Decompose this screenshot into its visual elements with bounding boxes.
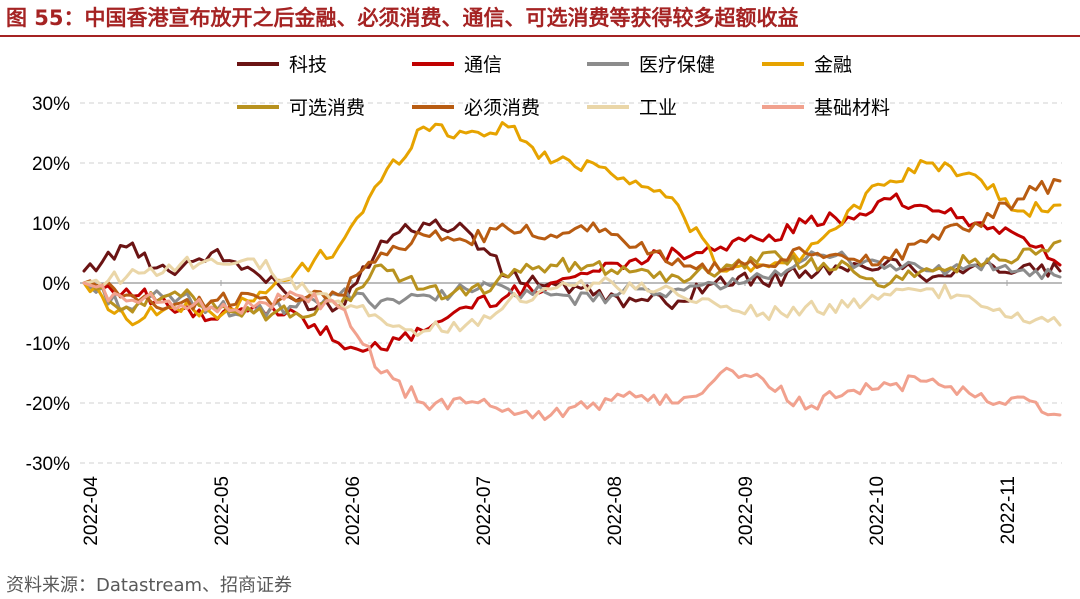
series-line-7 xyxy=(82,255,1062,337)
x-tick-label: 2022-08 xyxy=(605,476,626,546)
legend-label: 科技 xyxy=(289,54,327,76)
series-line-4 xyxy=(82,121,1062,327)
x-tick-label: 2022-06 xyxy=(343,476,364,546)
y-tick-label: 20% xyxy=(32,154,70,175)
y-tick-label: 10% xyxy=(32,214,70,235)
legend-label: 通信 xyxy=(464,54,502,76)
x-tick-label: 2022-11 xyxy=(998,476,1019,544)
series-lines xyxy=(82,121,1062,421)
y-tick-label: -20% xyxy=(26,394,70,415)
legend-label: 基础材料 xyxy=(814,97,890,119)
legend-label: 金融 xyxy=(814,54,852,76)
axes: -30% -20% -10% 0% 10% 20% 30% 2022-04 2022-05 202… xyxy=(26,94,1062,546)
y-tick-label: -10% xyxy=(26,334,70,355)
x-tick-label: 2022-09 xyxy=(736,476,757,546)
series-line-6 xyxy=(82,178,1062,311)
legend-label: 必须消费 xyxy=(464,97,540,119)
series-line-8 xyxy=(82,281,1062,421)
y-tick-label: 30% xyxy=(32,94,70,115)
legend-label: 医疗保健 xyxy=(639,54,715,76)
figure-title: 图 55：中国香港宣布放开之后金融、必须消费、通信、可选消费等获得较多超额收益 xyxy=(6,6,799,30)
legend-label: 可选消费 xyxy=(289,97,365,119)
y-tick-label: -30% xyxy=(26,454,70,475)
x-tick-label: 2022-10 xyxy=(867,476,888,546)
source-note: 资料来源：Datastream、招商证券 xyxy=(6,575,293,596)
legend-label: 工业 xyxy=(639,97,677,119)
x-tick-label: 2022-07 xyxy=(474,476,495,546)
x-tick-label: 2022-05 xyxy=(212,476,233,546)
line-chart: -30% -20% -10% 0% 10% 20% 30% 2022-04 2022-05 202… xyxy=(26,54,1062,546)
title-rule xyxy=(0,35,1080,37)
series-line-5 xyxy=(82,239,1062,322)
x-tick-label: 2022-04 xyxy=(81,476,102,546)
y-tick-label: 0% xyxy=(43,274,71,295)
series-line-1 xyxy=(82,218,1062,313)
series-line-2 xyxy=(82,192,1062,353)
